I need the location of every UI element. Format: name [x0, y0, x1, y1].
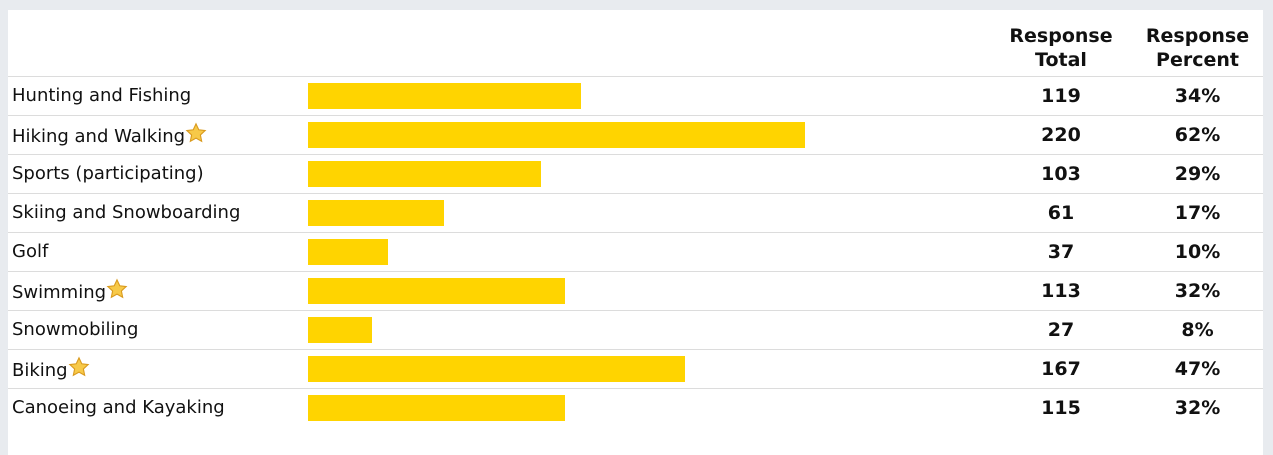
star-icon — [68, 356, 90, 377]
result-row: Swimming 113 32% — [8, 271, 1263, 311]
bar-cell — [308, 154, 990, 194]
response-percent: 34% — [1174, 85, 1221, 107]
percent-cell: 10% — [1132, 232, 1263, 272]
total-cell: 119 — [990, 76, 1132, 116]
bar — [308, 356, 685, 382]
row-label: Skiing and Snowboarding — [12, 202, 241, 223]
row-label: Sports (participating) — [12, 163, 204, 184]
bar — [308, 317, 373, 343]
row-label: Biking — [12, 360, 68, 381]
result-row: Hiking and Walking 220 62% — [8, 115, 1263, 155]
response-total: 115 — [1041, 397, 1081, 419]
total-cell: 113 — [990, 271, 1132, 311]
label-cell: Biking — [8, 349, 308, 389]
results-table: Response Total Response Percent Hunting … — [8, 10, 1263, 427]
total-cell: 167 — [990, 349, 1132, 389]
header-empty — [308, 10, 990, 77]
bar-cell — [308, 388, 990, 427]
bar-cell — [308, 76, 990, 116]
header-cell: Response Percent — [1145, 25, 1250, 71]
result-row: Skiing and Snowboarding 61 17% — [8, 193, 1263, 233]
response-percent: 29% — [1174, 163, 1221, 185]
response-total: 167 — [1041, 358, 1081, 380]
star-icon — [106, 278, 128, 299]
bar — [308, 278, 565, 304]
response-total: 61 — [1047, 202, 1075, 224]
percent-cell: 62% — [1132, 115, 1263, 155]
percent-cell: 34% — [1132, 76, 1263, 116]
total-cell: 61 — [990, 193, 1132, 233]
star-icon — [185, 122, 207, 143]
row-label: Hunting and Fishing — [12, 85, 192, 106]
total-cell: 103 — [990, 154, 1132, 194]
total-cell: 27 — [990, 310, 1132, 350]
header-row: Response Total Response Percent — [8, 10, 1263, 77]
result-row: Biking 167 47% — [8, 349, 1263, 389]
label-cell: Hunting and Fishing — [8, 76, 308, 116]
response-percent: 32% — [1174, 280, 1221, 302]
bar-cell — [308, 310, 990, 350]
response-percent: 8% — [1181, 319, 1214, 341]
row-label: Canoeing and Kayaking — [12, 397, 225, 418]
label-cell: Sports (participating) — [8, 154, 308, 194]
results-panel: Response Total Response Percent Hunting … — [8, 10, 1263, 455]
response-percent: 32% — [1174, 397, 1221, 419]
total-cell: 115 — [990, 388, 1132, 427]
result-row: Hunting and Fishing 119 34% — [8, 76, 1263, 116]
response-total: 103 — [1041, 163, 1081, 185]
response-percent: 17% — [1174, 202, 1221, 224]
response-percent: 62% — [1174, 124, 1221, 146]
bar-cell — [308, 271, 990, 311]
total-cell: 220 — [990, 115, 1132, 155]
table-body: Hunting and Fishing 119 34% Hiking and Walk… — [8, 76, 1263, 427]
bar — [308, 122, 806, 148]
result-row: Snowmobiling 27 8% — [8, 310, 1263, 350]
bar-cell — [308, 193, 990, 233]
percent-cell: 8% — [1132, 310, 1263, 350]
row-label: Hiking and Walking — [12, 126, 186, 147]
bar — [308, 395, 565, 421]
row-label: Swimming — [12, 282, 107, 303]
response-total: 27 — [1047, 319, 1075, 341]
percent-cell: 17% — [1132, 193, 1263, 233]
row-label: Snowmobiling — [12, 319, 139, 340]
bar — [308, 161, 541, 187]
bar — [308, 200, 445, 226]
bar-cell — [308, 232, 990, 272]
header-empty — [8, 10, 308, 77]
bar — [308, 239, 389, 265]
percent-cell: 47% — [1132, 349, 1263, 389]
response-total: 119 — [1041, 85, 1081, 107]
response-total: 113 — [1041, 280, 1081, 302]
total-cell: 37 — [990, 232, 1132, 272]
result-row: Sports (participating) 103 29% — [8, 154, 1263, 194]
percent-cell: 29% — [1132, 154, 1263, 194]
percent-cell: 32% — [1132, 388, 1263, 427]
response-total: 37 — [1047, 241, 1075, 263]
label-cell: Canoeing and Kayaking — [8, 388, 308, 427]
percent-cell: 32% — [1132, 271, 1263, 311]
label-cell: Hiking and Walking — [8, 115, 308, 155]
result-row: Canoeing and Kayaking 115 32% — [8, 388, 1263, 427]
header-cell: Response Total — [1009, 25, 1113, 71]
bar — [308, 83, 581, 109]
response-percent: 10% — [1174, 241, 1221, 263]
label-cell: Skiing and Snowboarding — [8, 193, 308, 233]
label-cell: Golf — [8, 232, 308, 272]
response-total: 220 — [1041, 124, 1081, 146]
row-label: Golf — [12, 241, 49, 262]
response-percent: 47% — [1174, 358, 1221, 380]
result-row: Golf 37 10% — [8, 232, 1263, 272]
bar-cell — [308, 115, 990, 155]
label-cell: Snowmobiling — [8, 310, 308, 350]
bar-cell — [308, 349, 990, 389]
label-cell: Swimming — [8, 271, 308, 311]
